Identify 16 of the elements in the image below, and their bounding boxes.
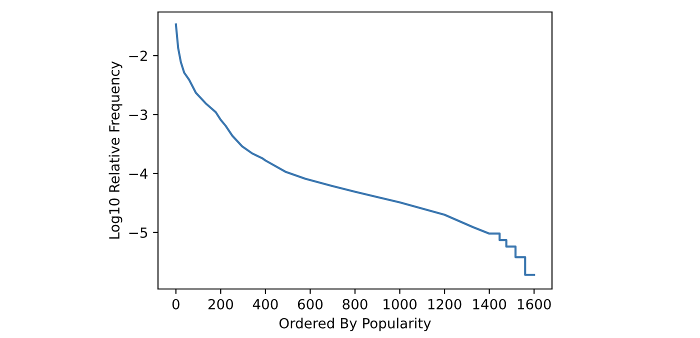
x-axis-title: Ordered By Popularity	[279, 318, 431, 332]
y-tick-label: −2	[129, 50, 147, 61]
y-tick-label: −4	[129, 168, 148, 179]
x-tick-label: 600	[298, 298, 323, 310]
x-tick-label: 1000	[384, 298, 417, 310]
x-tick-label: 1400	[473, 298, 506, 310]
x-tick-label: 0	[172, 298, 180, 310]
x-tick-label: 1200	[428, 298, 462, 310]
x-tick-label: 800	[342, 298, 368, 310]
x-tick-label: 1600	[518, 298, 551, 310]
y-tick-label: −3	[129, 110, 148, 120]
y-tick-label: −5	[129, 228, 148, 238]
line-series	[174, 23, 536, 276]
x-tick-label: 400	[252, 298, 278, 310]
y-axis-title: Log10 Relative Frequency	[108, 61, 122, 239]
x-tick-label: 200	[208, 298, 234, 310]
